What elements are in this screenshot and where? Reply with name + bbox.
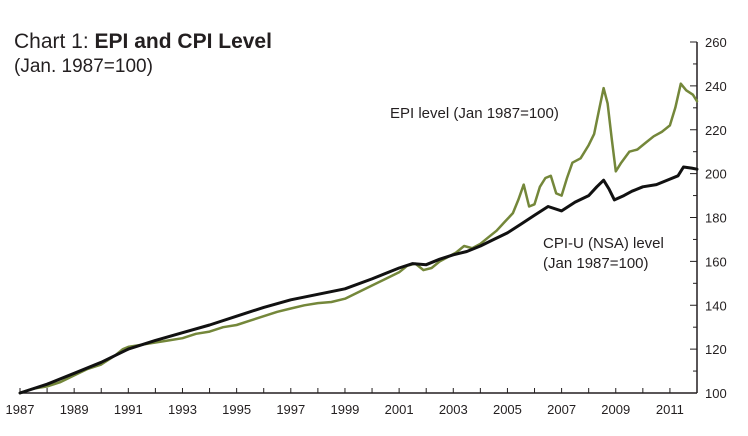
- x-tick-label: 1997: [276, 402, 305, 417]
- x-tick-label: 1993: [168, 402, 197, 417]
- chart-title-block: Chart 1: EPI and CPI Level (Jan. 1987=10…: [14, 28, 272, 79]
- x-tick-label: 2007: [547, 402, 576, 417]
- y-tick-label: 160: [705, 254, 727, 269]
- y-tick-label: 220: [705, 123, 727, 138]
- series-line-epi: [18, 82, 699, 395]
- y-tick-label: 200: [705, 167, 727, 182]
- chart-annotations: EPI level (Jan 1987=100) CPI-U (NSA) leve…: [390, 105, 664, 272]
- series-label-cpi: CPI-U (NSA) level: [543, 235, 664, 252]
- chart-series: [18, 82, 699, 395]
- series-label-epi: EPI level (Jan 1987=100): [390, 105, 559, 122]
- x-tick-label: 2003: [439, 402, 468, 417]
- x-tick-label: 1999: [330, 402, 359, 417]
- y-tick-label: 140: [705, 298, 727, 313]
- x-tick-label: 1987: [6, 402, 35, 417]
- series-line-cpi: [18, 165, 699, 395]
- x-tick-label: 1989: [60, 402, 89, 417]
- chart-title-prefix: Chart 1:: [14, 30, 95, 53]
- y-tick-label: 260: [705, 35, 727, 50]
- y-tick-label: 240: [705, 79, 727, 94]
- x-tick-label: 2009: [601, 402, 630, 417]
- y-tick-label: 180: [705, 211, 727, 226]
- chart-subtitle: (Jan. 1987=100): [14, 56, 153, 77]
- x-tick-label: 2005: [493, 402, 522, 417]
- x-tick-label: 2001: [385, 402, 414, 417]
- y-tick-label: 100: [705, 386, 727, 401]
- x-tick-label: 2011: [656, 402, 684, 417]
- x-tick-label: 1991: [114, 402, 143, 417]
- chart-title: Chart 1: EPI and CPI Level: [14, 28, 272, 55]
- chart-axes: 1987 1989 1991 1993 1995 1997 1999 2001 2003 2005…: [6, 35, 727, 417]
- y-tick-label: 120: [705, 342, 727, 357]
- chart-title-bold: EPI and CPI Level: [94, 30, 272, 53]
- series-label-cpi: (Jan 1987=100): [543, 255, 649, 272]
- x-tick-label: 1995: [222, 402, 251, 417]
